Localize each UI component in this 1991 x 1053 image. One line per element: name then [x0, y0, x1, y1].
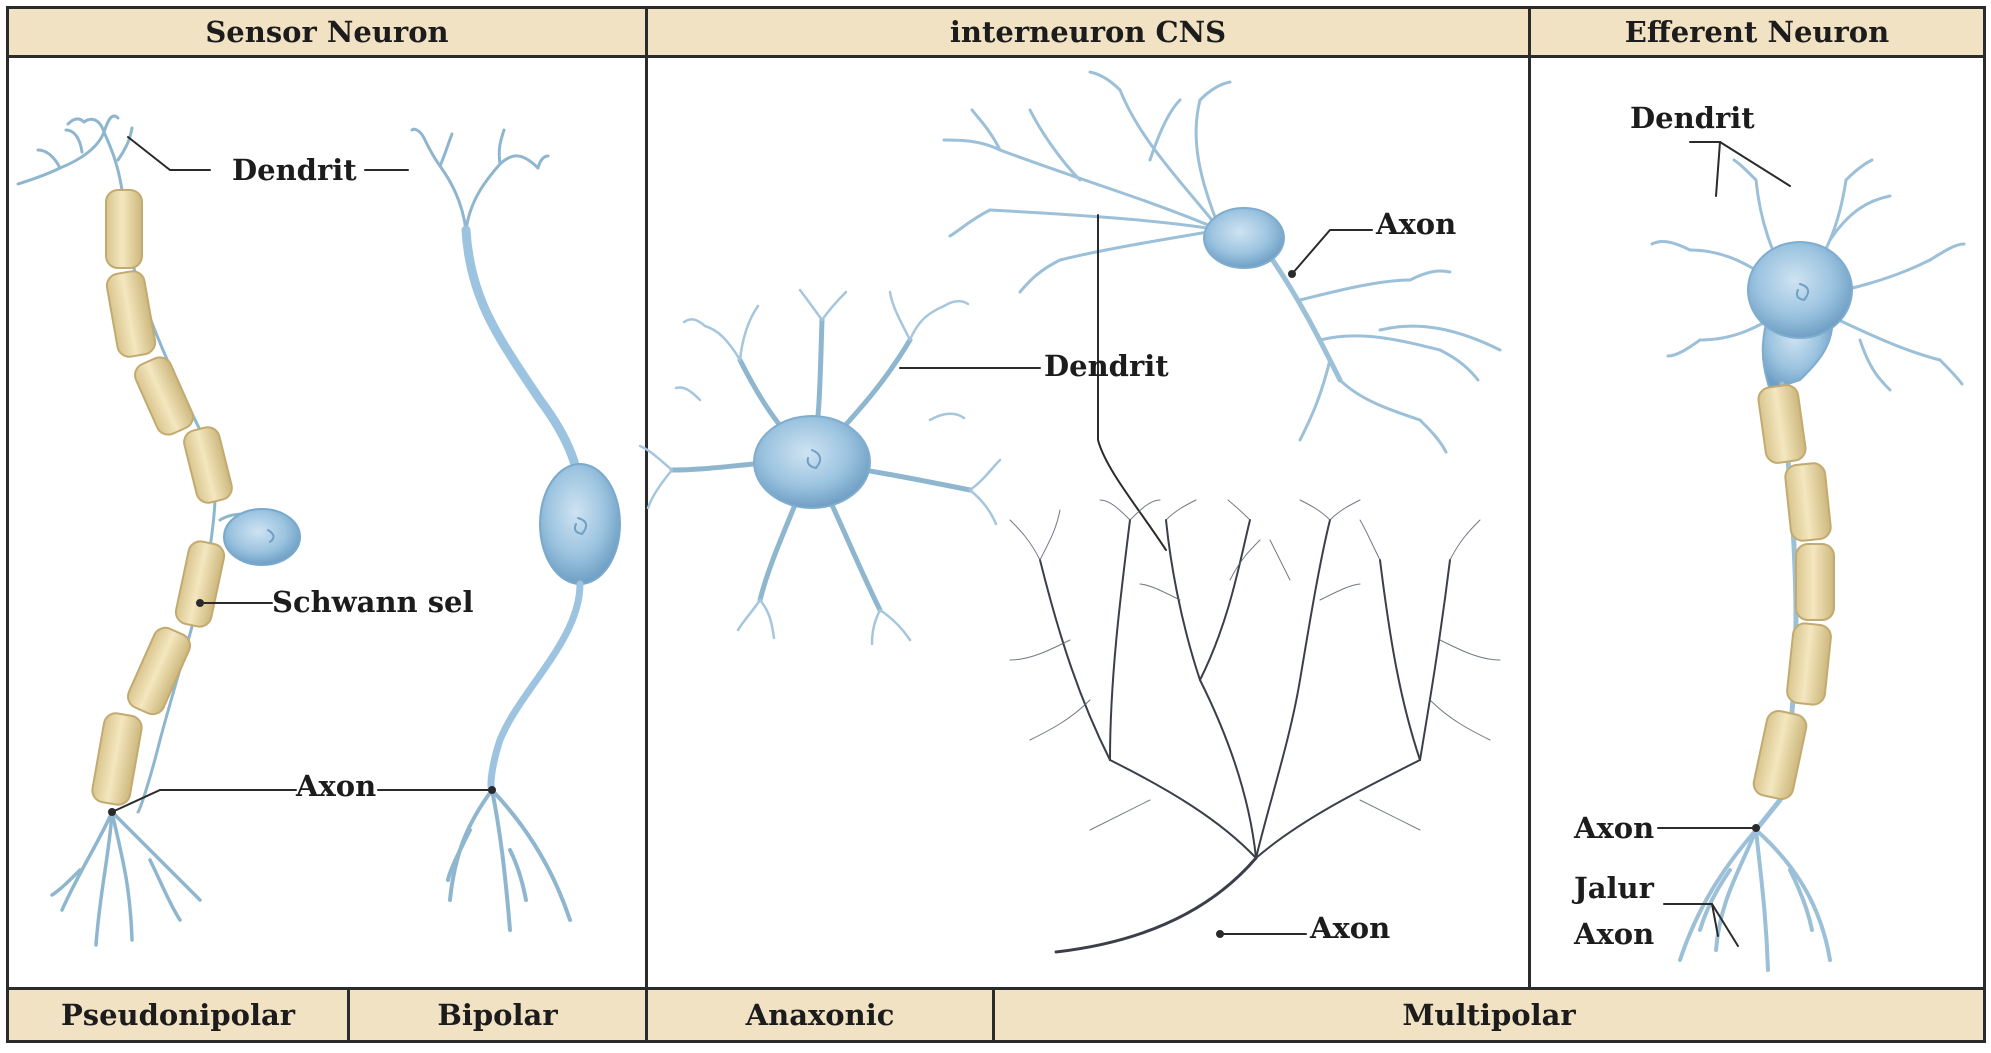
label-eff-jalur-axon: Axon: [1574, 917, 1655, 951]
efferent-neuron: [1650, 141, 1966, 972]
anaxonic-neuron: [638, 288, 1002, 646]
label-eff-jalur: Jalur: [1574, 871, 1654, 905]
label-inter-axon-bottom: Axon: [1310, 911, 1391, 945]
label-inter-dendrit: Dendrit: [1044, 349, 1169, 383]
purkinje-neuron: [1009, 499, 1501, 954]
bipolar-neuron: [364, 127, 621, 932]
label-schwann-sel: Schwann sel: [272, 585, 474, 619]
label-sensor-dendrit: Dendrit: [232, 153, 357, 187]
label-eff-dendrit: Dendrit: [1630, 101, 1755, 135]
label-sensor-axon: Axon: [296, 769, 377, 803]
header-sensor-neuron: Sensor Neuron: [6, 6, 648, 58]
header-efferent-neuron: Efferent Neuron: [1528, 6, 1986, 58]
footer-multipolar: Multipolar: [992, 987, 1986, 1043]
panel-interneuron: [645, 55, 1531, 990]
pseudounipolar-neuron: [16, 114, 301, 947]
label-inter-axon-top: Axon: [1376, 207, 1457, 241]
footer-bipolar: Bipolar: [347, 987, 648, 1043]
label-eff-axon: Axon: [1574, 811, 1655, 845]
footer-pseudonipolar: Pseudonipolar: [6, 987, 350, 1043]
footer-anaxonic: Anaxonic: [645, 987, 995, 1043]
multipolar-neuron-top: [899, 70, 1502, 551]
